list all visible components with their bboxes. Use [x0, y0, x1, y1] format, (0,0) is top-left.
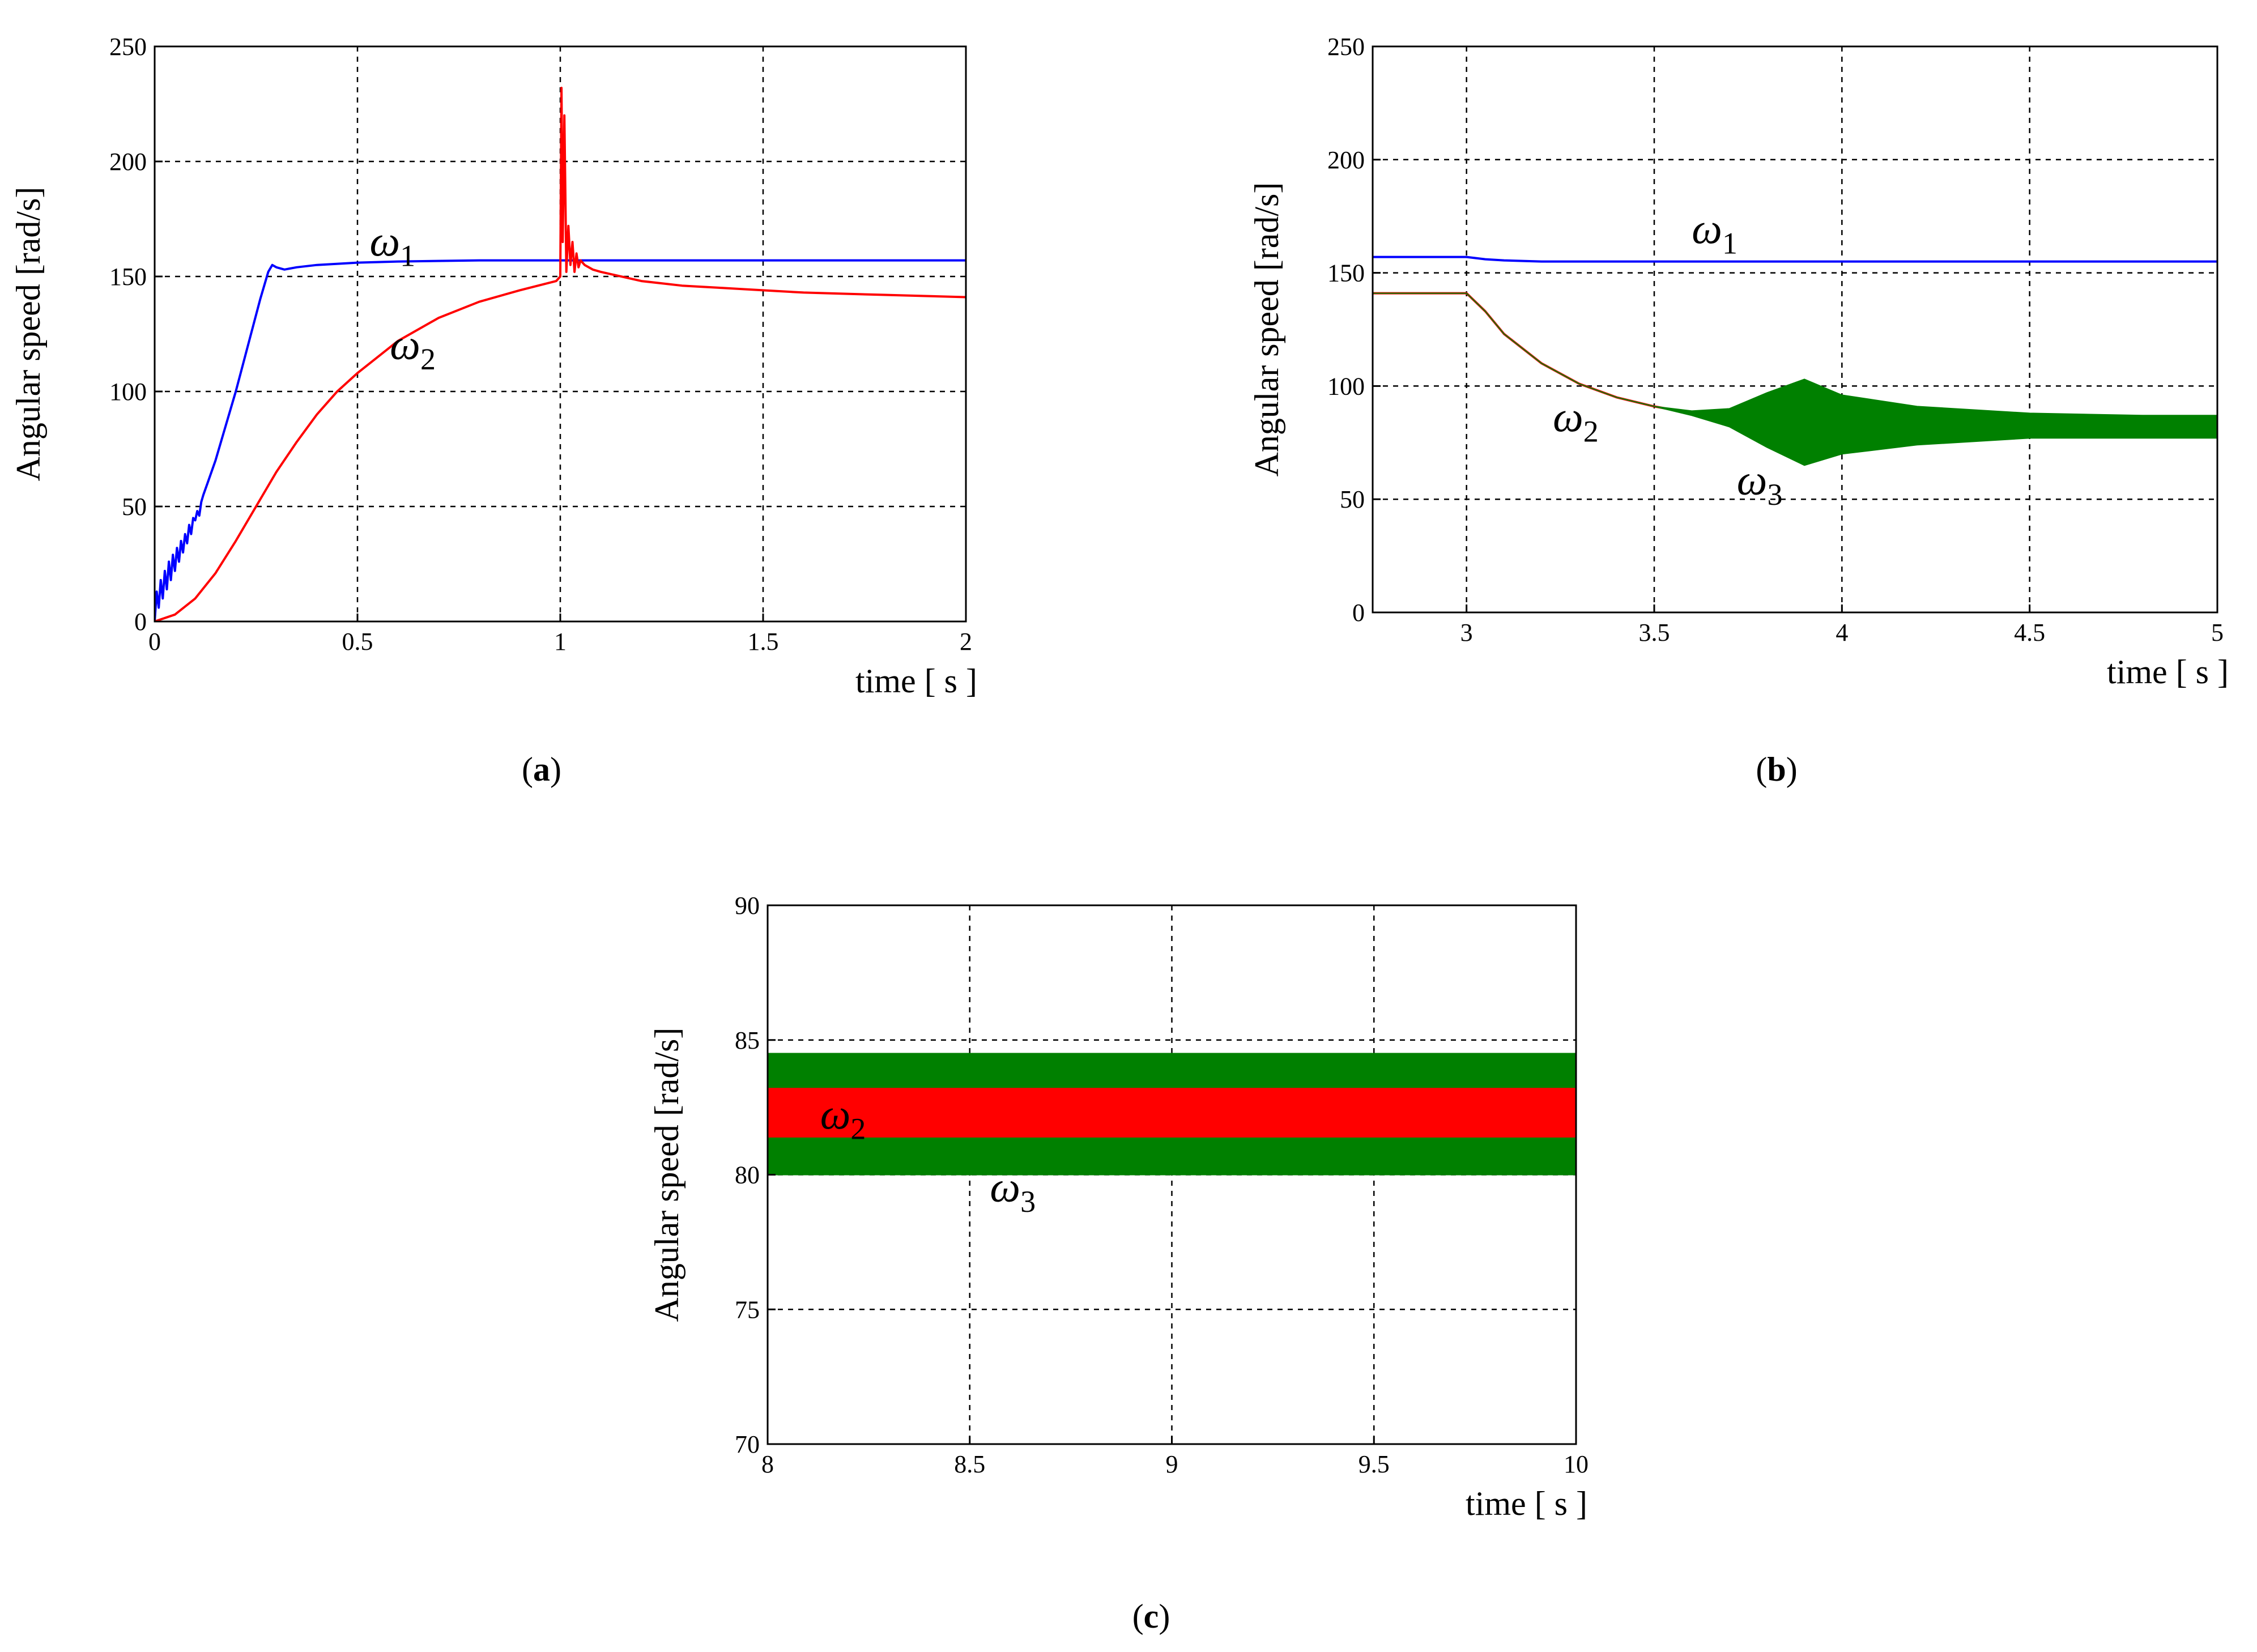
y-tick-label: 100	[109, 378, 147, 406]
curve-label-ω2: ω2	[820, 1091, 866, 1146]
curve-label-ω3: ω3	[990, 1164, 1036, 1219]
panel-caption: (c)	[1132, 1598, 1170, 1635]
curve-label-ω2: ω2	[1553, 393, 1599, 448]
y-tick-label: 150	[109, 263, 147, 291]
x-tick-label: 2	[960, 628, 972, 655]
y-axis-label: Angular speed [rad/s]	[648, 1028, 685, 1322]
x-tick-label: 0.5	[342, 628, 373, 655]
x-axis-label: time [ s ]	[1466, 1485, 1587, 1522]
chart-panel-c: 8 8.5 9 9.5 10 70 75 80 85 90 time [ s ] Angular sp…	[648, 892, 1589, 1635]
x-tick-label: 5	[2211, 619, 2224, 646]
x-tick-label: 8.5	[954, 1450, 985, 1478]
x-tick-label: 9	[1166, 1450, 1178, 1478]
y-tick-label: 200	[1327, 146, 1365, 174]
y-tick-label: 70	[735, 1430, 760, 1458]
series-group	[1373, 256, 2217, 466]
y-tick-label: 150	[1327, 259, 1365, 287]
curve-label-ω1: ω1	[369, 218, 415, 273]
panel-caption: (b)	[1756, 751, 1797, 788]
series-line-ω2	[155, 87, 966, 621]
x-tick-label: 8	[761, 1450, 774, 1478]
x-tick-label: 10	[1564, 1450, 1589, 1478]
y-tick-label: 80	[735, 1161, 760, 1189]
y-tick-label: 0	[1352, 599, 1365, 627]
series-band-ω3	[1373, 292, 2217, 466]
x-tick-label: 3.5	[1639, 619, 1670, 646]
y-tick-label: 250	[109, 33, 147, 61]
series-line-ω1	[1373, 256, 2217, 263]
curve-label-ω1: ω1	[1692, 206, 1738, 261]
series-line-ω1	[155, 259, 966, 621]
y-tick-label: 50	[1340, 486, 1365, 513]
x-axis-label: time [ s ]	[2107, 653, 2229, 691]
y-tick-label: 50	[122, 493, 147, 521]
x-tick-label: 9.5	[1359, 1450, 1390, 1478]
y-axis-label: Angular speed [rad/s]	[1248, 182, 1285, 477]
panel-caption: (a)	[522, 751, 561, 788]
x-tick-label: 3	[1460, 619, 1473, 646]
y-tick-label: 85	[735, 1027, 760, 1054]
chart-panel-a: 0 0.5 1 1.5 2 0 50 100 150 200 250 time [ s ] Angula…	[10, 33, 977, 788]
plot-frame	[1372, 45, 2218, 614]
y-tick-label: 200	[109, 148, 147, 176]
x-tick-label: 1.5	[748, 628, 779, 655]
x-tick-label: 4	[1836, 619, 1848, 646]
curve-label-ω2: ω2	[390, 321, 436, 376]
y-tick-label: 90	[735, 892, 760, 919]
y-axis-label: Angular speed [rad/s]	[10, 187, 47, 482]
series-group	[155, 87, 966, 621]
y-tick-label: 75	[735, 1296, 760, 1323]
grid	[1373, 46, 2217, 612]
curve-label-ω3: ω3	[1737, 457, 1783, 512]
x-tick-label: 0	[148, 628, 161, 655]
y-tick-label: 250	[1327, 33, 1365, 61]
y-tick-label: 0	[134, 608, 147, 636]
y-tick-label: 100	[1327, 372, 1365, 400]
x-tick-label: 1	[554, 628, 567, 655]
series-group	[768, 1053, 1576, 1176]
x-tick-label: 4.5	[2014, 619, 2045, 646]
x-axis-label: time [ s ]	[855, 662, 977, 700]
